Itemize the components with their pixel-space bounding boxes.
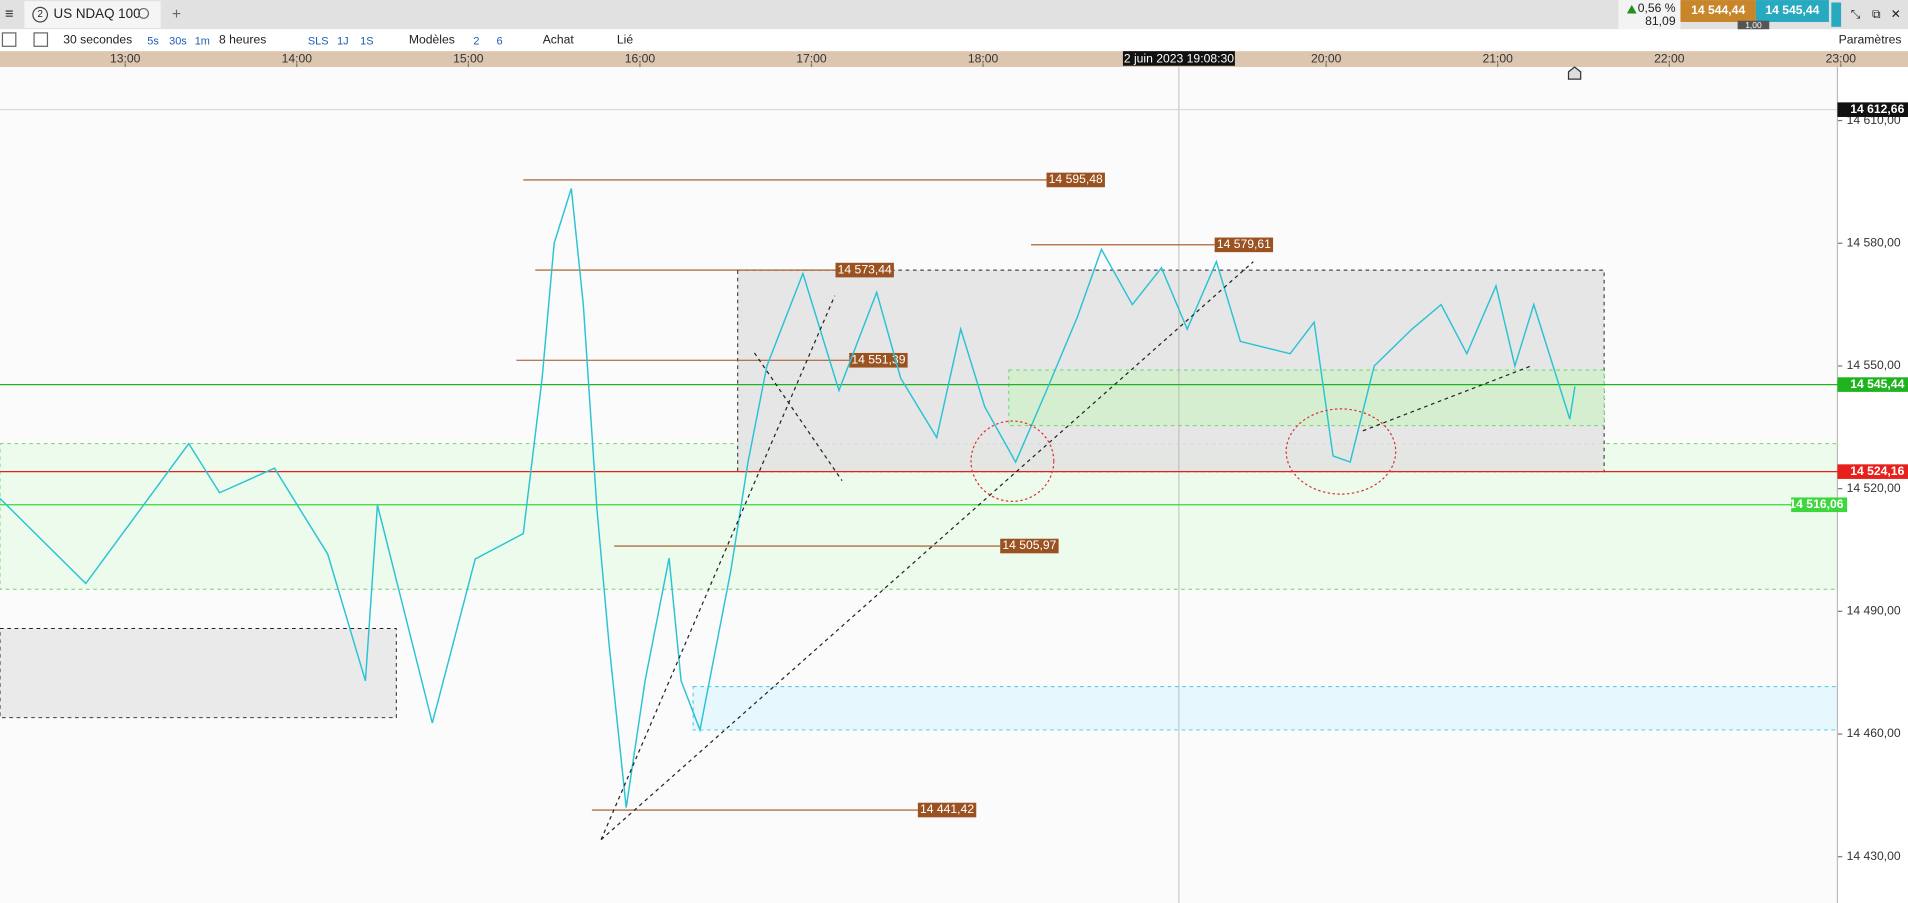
level-box [917,802,977,818]
trend-line [600,261,1254,841]
y-tick-label: 14 550,00 [1847,358,1901,372]
tab-badge [32,6,49,23]
tab-bar [0,0,1908,30]
buy-price: 14 545,44 [1765,3,1819,17]
layout-count[interactable]: 6 [496,35,502,47]
price-marker [1837,377,1908,392]
x-tick-label: 17:00 [796,51,827,65]
price-marker [1837,464,1908,479]
x-tick-label: 15:00 [453,51,484,65]
spread: 1,00 [1745,20,1762,30]
add-tab[interactable]: + [172,6,181,23]
level-box [1214,237,1274,253]
search-icon[interactable] [138,7,150,19]
highlight-circle [970,420,1055,502]
settings[interactable]: Paramètres [1839,32,1902,46]
zone [692,686,1838,731]
level-box [1000,538,1059,554]
level-label: 14 579,61 [1217,237,1271,251]
buy-button[interactable] [1755,0,1829,22]
home-marker[interactable] [1567,66,1582,80]
x-tick-label: 16:00 [625,51,656,65]
price-marker [1837,102,1908,117]
x-tick-label: 21:00 [1483,51,1514,65]
y-tick-label: 14 460,00 [1847,726,1901,740]
highlight-circle [1285,408,1397,495]
zone [0,628,397,719]
x-tick-label: 22:00 [1654,51,1685,65]
interval[interactable]: 30 secondes [63,32,132,46]
x-tick-label: 23:00 [1826,51,1857,65]
change-points: 81,09 [1645,14,1676,28]
templates[interactable]: Modèles [409,32,455,46]
price-line-series [0,188,1576,808]
level-label: 14 505,97 [1002,538,1056,552]
order[interactable]: Achat [543,32,575,46]
period[interactable]: 1J [337,35,349,47]
preset[interactable]: 5s [147,35,159,47]
plot: 13:00 14:00 15:00 16:00 17:00 18:00 20:00 21:00… [0,51,1908,903]
tab-title: US NDAQ 100 [54,6,141,21]
tab-number: 2 [37,9,42,20]
up-arrow [1626,4,1637,14]
level-box [1046,172,1105,188]
preset[interactable]: 1m [195,35,210,47]
crosshair-box [1122,51,1235,66]
preset[interactable]: 30s [169,35,187,47]
y-tick-label: 14 580,00 [1847,235,1901,249]
drawings [600,261,1534,841]
y-tick-label: 14 520,00 [1847,481,1901,495]
x-tick-label: 14:00 [282,51,313,65]
layout-icon[interactable] [33,32,49,47]
sell-button[interactable] [1680,0,1756,22]
zone [1008,369,1605,427]
ladder-icon[interactable] [1831,2,1842,27]
level-box [835,262,894,278]
period[interactable]: SLS [308,35,329,47]
price-axis [1837,66,1908,903]
collapse-icon[interactable]: ⤡ [1851,7,1861,21]
layout-count[interactable]: 2 [473,35,479,47]
time-axis [0,51,1908,67]
trend-line [1362,364,1534,432]
price-marker-label: 14 524,16 [1850,464,1904,478]
range[interactable]: 8 heures [219,32,266,46]
crosshair-label: 2 juin 2023 19:08:30 [1124,51,1234,65]
x-tick-label: 20:00 [1311,51,1342,65]
menu-icon[interactable]: ≡ [5,7,14,23]
x-tick-label: 13:00 [110,51,141,65]
price-marker [1791,497,1848,513]
level-label: 14 551,39 [851,352,905,366]
change-box [1618,0,1681,30]
y-tick-label: 14 430,00 [1847,849,1901,863]
popout-icon[interactable]: ⧉ [1872,7,1881,21]
price-marker-label: 14 516,06 [1789,497,1843,511]
sell-price: 14 544,44 [1691,3,1745,17]
spread-box [1737,20,1770,31]
link[interactable]: Lié [617,32,633,46]
toolbar [0,29,1908,52]
x-tick-label: 18:00 [968,51,999,65]
level-box [849,352,908,368]
price-marker-label: 14 545,44 [1850,377,1904,391]
y-tick-label: 14 490,00 [1847,604,1901,618]
level-label: 14 441,42 [920,802,974,816]
level-label: 14 595,48 [1049,172,1103,186]
price-marker-label: 14 612,66 [1850,102,1904,116]
change: 0,56 % [1638,1,1676,15]
close-icon[interactable]: ✕ [1891,7,1901,21]
level-label: 14 573,44 [838,262,892,276]
period[interactable]: 1S [360,35,373,47]
list-icon[interactable] [1,32,17,47]
